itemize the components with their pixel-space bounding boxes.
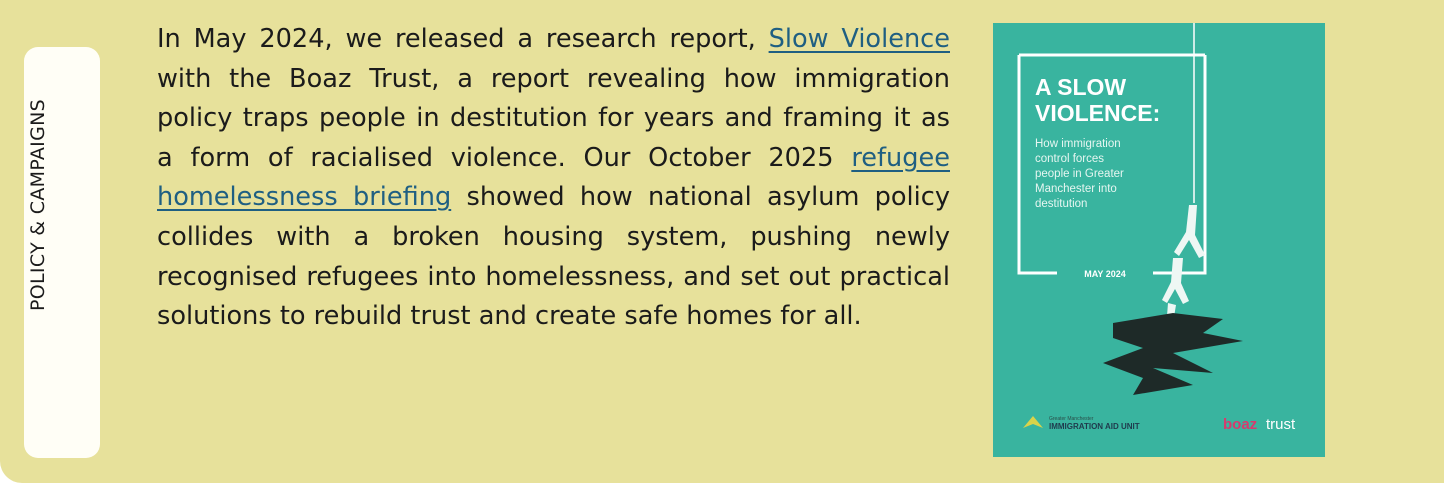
title: A SLOW (1035, 74, 1126, 100)
subtitle-line: destitution (1035, 198, 1087, 210)
subtitle-line: control forces (1035, 153, 1104, 165)
link[interactable]: Slow Violence (769, 24, 950, 54)
logo-text: IMMIGRATION AID UNIT (1049, 422, 1140, 431)
title: VIOLENCE: (1035, 100, 1160, 126)
text: In May 2024, we released a research repo… (157, 24, 756, 54)
sidebar-label: POLICY & CAMPAIGNS (27, 99, 49, 311)
subtitle-line: How immigration (1035, 138, 1121, 150)
logo-trust: trust (1266, 416, 1296, 433)
logo-boaz: boaz (1223, 416, 1257, 433)
card: POLICY & CAMPAIGNS In May 2024, we relea… (0, 0, 1444, 483)
date: MAY 2024 (1084, 269, 1126, 279)
text: with the Boaz Trust, a report revealing … (157, 64, 950, 173)
paragraph: In May 2024, we released a research repo… (157, 20, 950, 337)
report-cover[interactable]: MAY 2024 A SLOW VIOLENCE: How immigratio… (993, 23, 1325, 457)
subtitle-line: people in Greater (1035, 168, 1124, 180)
subtitle-line: Manchester into (1035, 183, 1117, 195)
